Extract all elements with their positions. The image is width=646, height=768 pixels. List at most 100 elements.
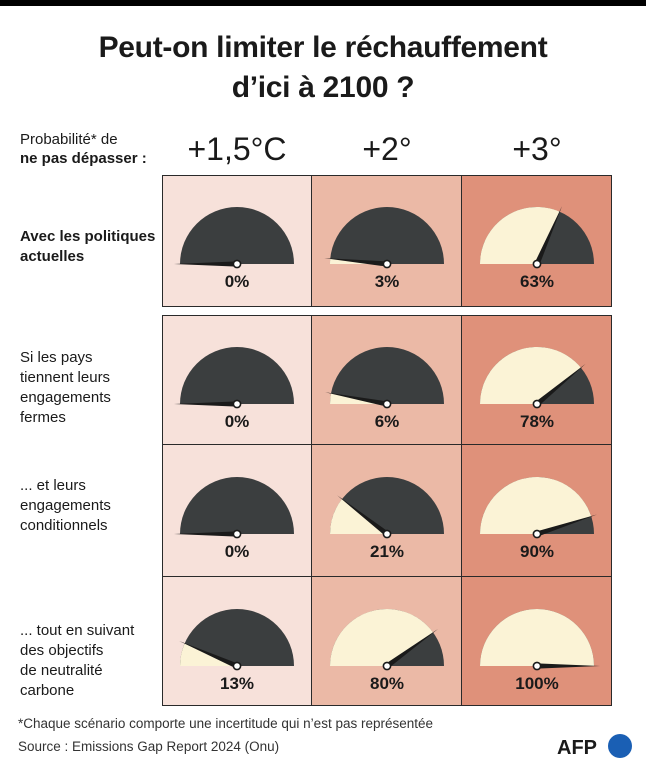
column-header-1-5: +1,5°C	[187, 131, 287, 167]
gauge-value-label: 0%	[224, 272, 250, 291]
row-label-current-policies: Avec les politiques actuelles	[20, 227, 160, 267]
gauge-needle	[179, 640, 239, 669]
gauge-needle	[337, 495, 389, 537]
gauge-svg	[480, 206, 594, 269]
row-label-line: Avec les politiques	[20, 228, 156, 245]
gauge-needle	[325, 392, 388, 407]
gauge-pivot	[232, 661, 242, 671]
gauge-needle	[535, 363, 586, 406]
gauge-dial	[180, 609, 294, 666]
row-label-line: carbone	[20, 682, 75, 699]
gauge-svg	[330, 477, 444, 539]
gauge-pivot	[382, 529, 392, 539]
afp-logo-text: AFP	[557, 737, 597, 759]
footnote: *Chaque scénario comporte une incertitud…	[18, 716, 434, 731]
gauge-cell-firm-pledges-1-5: 0%	[162, 315, 312, 445]
gauge-needle	[534, 206, 563, 266]
probability-label-line-2: ne pas dépasser :	[20, 150, 147, 167]
gauge-pivot	[232, 529, 242, 539]
gauge-needle	[174, 401, 237, 407]
gauge-pivot	[232, 259, 242, 269]
gauge-svg	[174, 347, 294, 409]
row-label-line: actuelles	[20, 248, 85, 265]
gauge-value-label: 90%	[519, 542, 555, 561]
row-label-net-zero: ... tout en suivant des objectifs de neutr…	[20, 621, 160, 701]
row-label-line: engagements	[20, 389, 111, 406]
gauge-value-label: 80%	[369, 674, 405, 693]
row-label-conditional-pledges: ... et leurs engagements conditionnels	[20, 476, 160, 536]
gauge-value-label: 13%	[219, 674, 255, 693]
gauge-dial	[180, 347, 294, 404]
gauge-pivot	[532, 259, 542, 269]
afp-logo-circle	[608, 734, 632, 758]
title-line-1: Peut-on limiter le réchauffement	[98, 31, 548, 64]
gauge-value-label: 0%	[224, 412, 250, 431]
gauge-needle	[385, 628, 438, 669]
gauge-svg	[174, 477, 294, 539]
gauge-value-label: 63%	[519, 272, 555, 291]
gauge-cell-current-policies-1-5: 0%	[162, 175, 312, 307]
gauge-value-label: 6%	[374, 412, 400, 431]
gauge-cell-net-zero-3: 100%	[462, 577, 612, 706]
gauge-needle	[174, 531, 237, 537]
row-label-line: Si les pays	[20, 349, 93, 366]
gauge-svg	[174, 207, 294, 269]
row-label-firm-pledges: Si les pays tiennent leurs engagements ferm…	[20, 348, 160, 428]
source: Source : Emissions Gap Report 2024 (Onu)	[18, 739, 280, 754]
gauge-needle	[537, 663, 600, 669]
top-bar	[0, 0, 646, 6]
row-label-line: des objectifs	[20, 642, 104, 659]
row-label-line: engagements	[20, 497, 111, 514]
table-box-current	[162, 175, 612, 307]
gauge-value-label: 3%	[374, 272, 400, 291]
gauge-svg	[480, 609, 600, 671]
gauge-cell-firm-pledges-2: 6%	[312, 315, 462, 445]
row-label-line: fermes	[20, 409, 66, 426]
table-box-pledges	[162, 315, 612, 706]
gauge-fill	[480, 207, 560, 264]
gauge-svg	[324, 207, 444, 269]
row-label-line: ... et leurs	[20, 477, 86, 494]
afp-logo: AFP	[557, 734, 632, 759]
gauge-fill	[330, 609, 434, 666]
gauge-value-label: 0%	[224, 542, 250, 561]
gauge-pivot	[382, 399, 392, 409]
gauge-pivot	[532, 661, 542, 671]
gauge-value-label: 100%	[515, 674, 559, 693]
probability-label: Probabilité* de ne pas dépasser :	[20, 130, 147, 168]
gauge-svg	[179, 609, 294, 671]
gauge-cell-current-policies-3: 63%	[462, 175, 612, 307]
gauge-cell-net-zero-2: 80%	[312, 577, 462, 706]
row-label-line: conditionnels	[20, 517, 108, 534]
gauge-pivot	[532, 399, 542, 409]
gauge-svg	[480, 347, 594, 409]
gauge-pivot	[232, 399, 242, 409]
probability-label-line-1: Probabilité* de	[20, 131, 118, 148]
gauge-needle	[324, 258, 388, 267]
row-label-line: de neutralité	[20, 662, 103, 679]
gauge-value-label: 78%	[519, 412, 555, 431]
gauge-dial	[330, 347, 444, 404]
gauge-svg	[325, 347, 444, 409]
gauge-cell-conditional-pledges-2: 21%	[312, 445, 462, 577]
gauge-pivot	[382, 661, 392, 671]
gauge-svg	[330, 609, 444, 671]
gauge-cell-conditional-pledges-3: 90%	[462, 445, 612, 577]
gauge-dial	[330, 207, 444, 264]
chart-title: Peut-on limiter le réchauffement d’ici à…	[0, 28, 646, 108]
gauge-dial	[180, 207, 294, 264]
gauge-cell-current-policies-2: 3%	[312, 175, 462, 307]
gauge-cell-net-zero-1-5: 13%	[162, 577, 312, 706]
gauge-value-label: 21%	[369, 542, 405, 561]
gauge-fill	[480, 609, 594, 666]
gauge-needle	[174, 261, 237, 267]
column-header-3: +3°	[512, 131, 562, 167]
gauge-dial	[180, 477, 294, 534]
row-label-line: ... tout en suivant	[20, 622, 135, 639]
title-line-2: d’ici à 2100 ?	[231, 71, 415, 104]
gauge-fill	[480, 477, 592, 534]
gauge-cell-firm-pledges-3: 78%	[462, 315, 612, 445]
column-header-2: +2°	[362, 131, 412, 167]
gauge-svg	[480, 477, 597, 539]
gauge-pivot	[382, 259, 392, 269]
